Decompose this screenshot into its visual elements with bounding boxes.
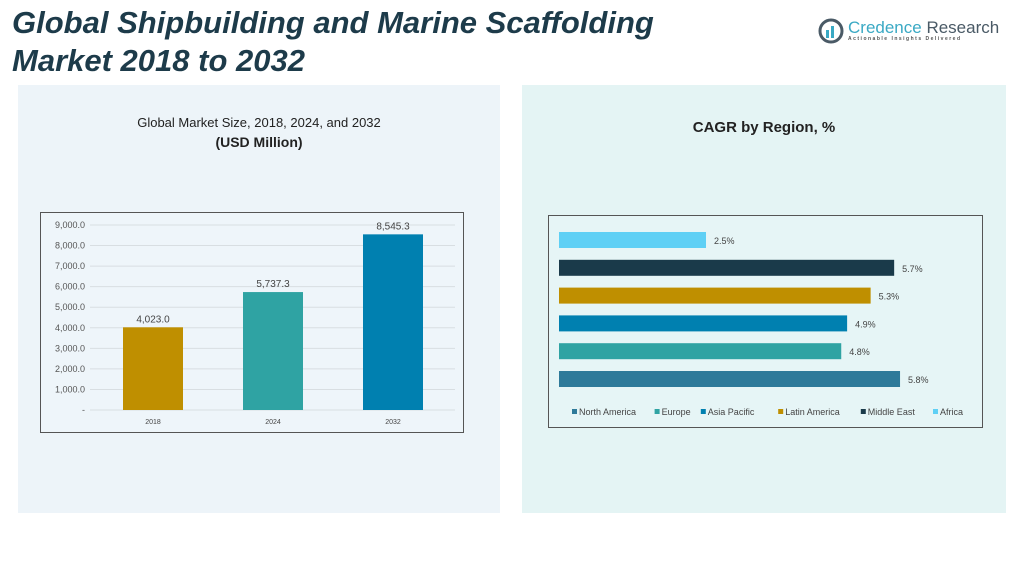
legend-swatch bbox=[654, 409, 660, 414]
logo-name: Credence bbox=[848, 18, 922, 37]
logo-tagline: Actionable Insights Delivered bbox=[848, 36, 962, 42]
data-label: 5.8% bbox=[908, 375, 929, 385]
data-label: 8,545.3 bbox=[376, 221, 410, 232]
y-tick-label: 2,000.0 bbox=[55, 364, 85, 374]
legend-swatch bbox=[778, 409, 784, 414]
bar-africa bbox=[559, 232, 706, 248]
y-tick-label: 3,000.0 bbox=[55, 343, 85, 353]
legend-swatch bbox=[860, 409, 866, 414]
bar-europe bbox=[559, 343, 842, 360]
logo-name2: Research bbox=[921, 18, 1000, 37]
legend-item: North America bbox=[579, 407, 636, 417]
x-tick-label: 2018 bbox=[145, 419, 161, 426]
bar-chart-subtitle: (USD Million) bbox=[215, 134, 303, 150]
title-line-1: Global Shipbuilding and Marine Scaffoldi… bbox=[12, 5, 654, 40]
bar-chart-title: Global Market Size, 2018, 2024, and 2032 bbox=[137, 115, 381, 130]
data-label: 5.7% bbox=[902, 264, 923, 274]
data-label: 4.9% bbox=[855, 319, 876, 329]
data-label: 4,023.0 bbox=[136, 314, 170, 325]
x-tick-label: 2032 bbox=[385, 419, 401, 426]
y-tick-label: 9,000.0 bbox=[55, 220, 85, 230]
x-tick-label: 2024 bbox=[265, 419, 281, 426]
bar-middle-east bbox=[559, 259, 895, 276]
bar-north-america bbox=[559, 371, 901, 387]
legend-swatch bbox=[700, 409, 706, 414]
legend-item: Asia Pacific bbox=[708, 407, 755, 417]
title-line-2: Market 2018 to 2032 bbox=[12, 43, 305, 78]
data-label: 4.8% bbox=[849, 347, 870, 357]
y-tick-label: 7,000.0 bbox=[55, 261, 85, 271]
y-tick-label: - bbox=[82, 405, 85, 415]
cagr-chart-title: CAGR by Region, % bbox=[692, 119, 836, 136]
page-title: Global Shipbuilding and Marine Scaffoldi… bbox=[12, 4, 654, 80]
bar-asia-pacific bbox=[559, 315, 848, 332]
logo-icon bbox=[818, 18, 844, 44]
y-tick-label: 8,000.0 bbox=[55, 241, 85, 251]
legend-swatch bbox=[572, 409, 577, 414]
legend-swatch bbox=[933, 409, 938, 414]
legend-item: Africa bbox=[940, 407, 963, 417]
y-tick-label: 4,000.0 bbox=[55, 323, 85, 333]
data-label: 5.3% bbox=[879, 292, 900, 302]
data-label: 2.5% bbox=[714, 236, 735, 246]
cagr-chart: 2.5% 5.7% 5.3% 4.9% 4.8% 5.8% North America Eur… bbox=[548, 215, 983, 428]
bar-2032 bbox=[363, 234, 423, 410]
y-tick-label: 6,000.0 bbox=[55, 282, 85, 292]
bar-2024 bbox=[243, 292, 303, 410]
bar-latin-america bbox=[559, 287, 871, 304]
legend-item: Europe bbox=[662, 407, 691, 417]
market-size-chart: - 1,000.0 2,000.0 3,000.0 4,000.0 5,000.0 6,00… bbox=[40, 212, 464, 433]
credence-logo: Credence Research Actionable Insights De… bbox=[818, 18, 999, 44]
y-tick-label: 5,000.0 bbox=[55, 302, 85, 312]
y-tick-label: 1,000.0 bbox=[55, 384, 85, 394]
legend-item: Latin America bbox=[785, 407, 840, 417]
bar-2018 bbox=[123, 327, 183, 410]
data-label: 5,737.3 bbox=[256, 279, 290, 290]
legend-item: Middle East bbox=[868, 407, 916, 417]
